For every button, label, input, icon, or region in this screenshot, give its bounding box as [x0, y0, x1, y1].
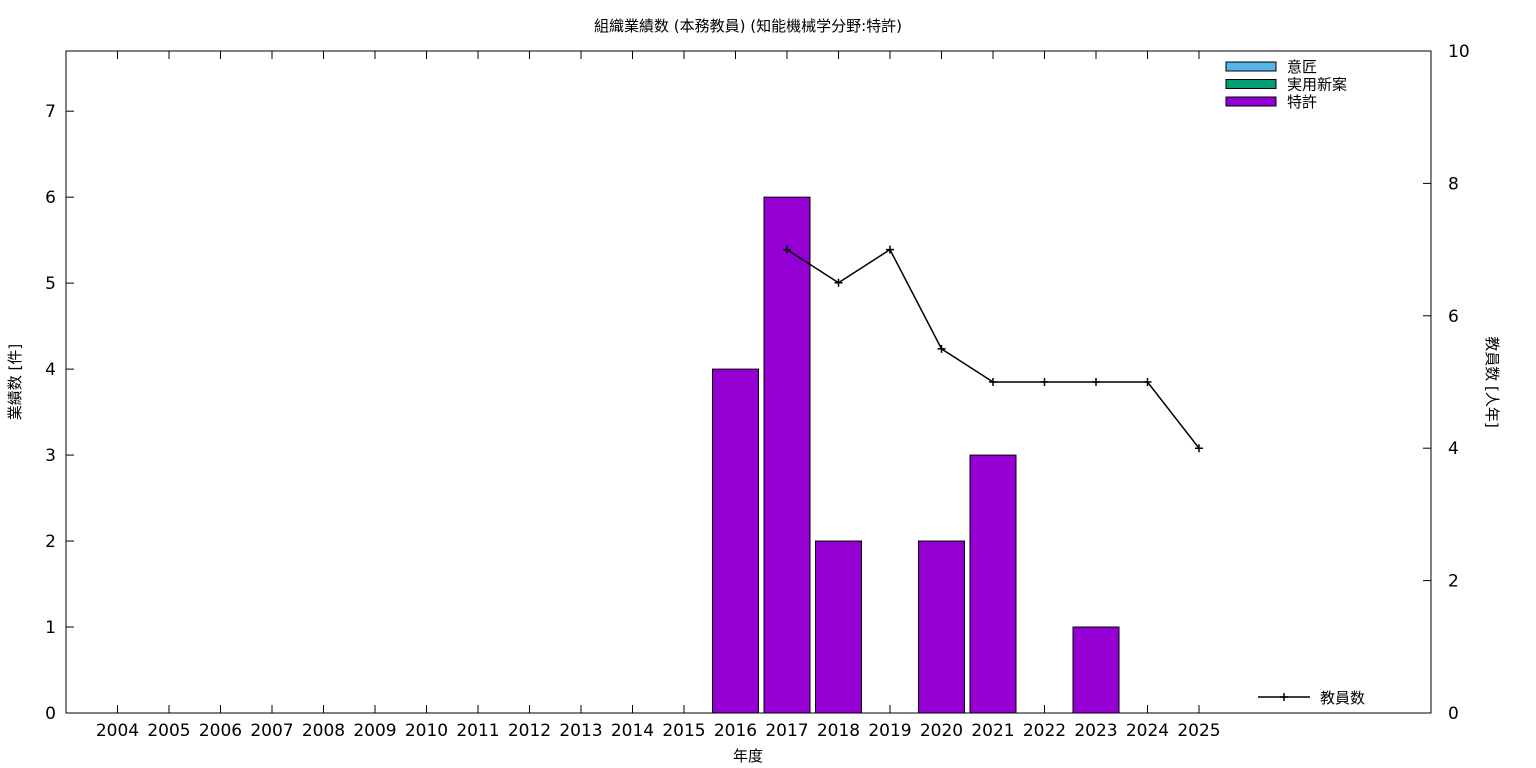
y2-tick-label: 0 [1448, 704, 1459, 724]
bar-特許 [918, 540, 965, 714]
y2-tick-label: 4 [1448, 439, 1459, 459]
x-tick-label: 2019 [868, 721, 911, 741]
y-tick-label: 5 [45, 274, 56, 294]
plot-area: 0 1 2 3 4 5 6 7 0 2 4 6 8 10 2004 2005 2006 2007 2008 2009 2… [45, 42, 1469, 741]
y2-tick-label: 10 [1448, 42, 1470, 62]
bar-特許 [712, 368, 759, 714]
x-tick-label: 2009 [353, 721, 396, 741]
y-tick-label: 6 [45, 188, 56, 208]
x-tick-label: 2007 [250, 721, 293, 741]
x-tick-label: 2021 [971, 721, 1014, 741]
y2-tick-label: 6 [1448, 307, 1459, 327]
y2-axis-label: 教員数 [人年] [1483, 336, 1501, 427]
x-tick-label: 2017 [765, 721, 808, 741]
legend-swatch-実用新案 [1225, 79, 1277, 89]
bar-特許 [1072, 626, 1120, 714]
bar-特許 [969, 454, 1017, 714]
legend-swatch-意匠 [1225, 61, 1277, 72]
point-教員数 [1040, 378, 1049, 386]
legend-label-教員数: 教員数 [1320, 689, 1365, 707]
bar-特許 [815, 540, 862, 714]
x-tick-label: 2018 [817, 721, 860, 741]
x-tick-label: 2016 [714, 721, 757, 741]
point-教員数 [886, 245, 894, 254]
y-tick-label: 1 [45, 618, 56, 638]
chart-title: 組織業績数 (本務教員) (知能機械学分野:特許) [594, 17, 902, 35]
y2-tick-label: 8 [1448, 174, 1459, 194]
x-tick-label: 2006 [199, 721, 242, 741]
x-tick-label: 2020 [920, 721, 963, 741]
point-教員数 [937, 344, 946, 353]
x-tick-label: 2004 [96, 721, 139, 741]
y-axis-label: 業績数 [件] [6, 344, 24, 420]
x-tick-label: 2013 [559, 721, 602, 741]
x-tick-label: 2011 [456, 721, 499, 741]
bar-特許 [763, 196, 811, 714]
point-教員数 [783, 245, 791, 254]
legend-label-特許: 特許 [1287, 93, 1317, 111]
y-tick-label: 7 [45, 102, 56, 122]
point-教員数 [1143, 378, 1152, 386]
y-tick-label: 0 [45, 704, 56, 724]
x-tick-label: 2012 [508, 721, 551, 741]
y2-tick-label: 2 [1448, 572, 1459, 592]
x-tick-label: 2014 [611, 721, 654, 741]
y-tick-label: 3 [45, 446, 56, 466]
x-axis-label: 年度 [733, 747, 763, 765]
x-tick-label: 2005 [147, 721, 190, 741]
x-tick-label: 2010 [405, 721, 448, 741]
point-教員数 [1092, 378, 1100, 386]
legend-label-意匠: 意匠 [1287, 58, 1317, 76]
x-tick-label: 2022 [1023, 721, 1066, 741]
legend-swatch-特許 [1225, 96, 1277, 107]
y-tick-label: 2 [45, 532, 56, 552]
point-教員数 [834, 278, 843, 287]
y-tick-label: 4 [45, 360, 56, 380]
x-tick-label: 2023 [1074, 721, 1117, 741]
legend-label-実用新案: 実用新案 [1287, 76, 1347, 94]
x-tick-label: 2008 [302, 721, 345, 741]
legend-marker-教員数 [1280, 693, 1288, 701]
point-教員数 [1195, 444, 1203, 453]
x-tick-label: 2015 [662, 721, 705, 741]
line-教員数 [786, 248, 1200, 449]
x-tick-label: 2025 [1177, 721, 1220, 741]
x-tick-label: 2024 [1126, 721, 1169, 741]
point-教員数 [989, 378, 997, 386]
